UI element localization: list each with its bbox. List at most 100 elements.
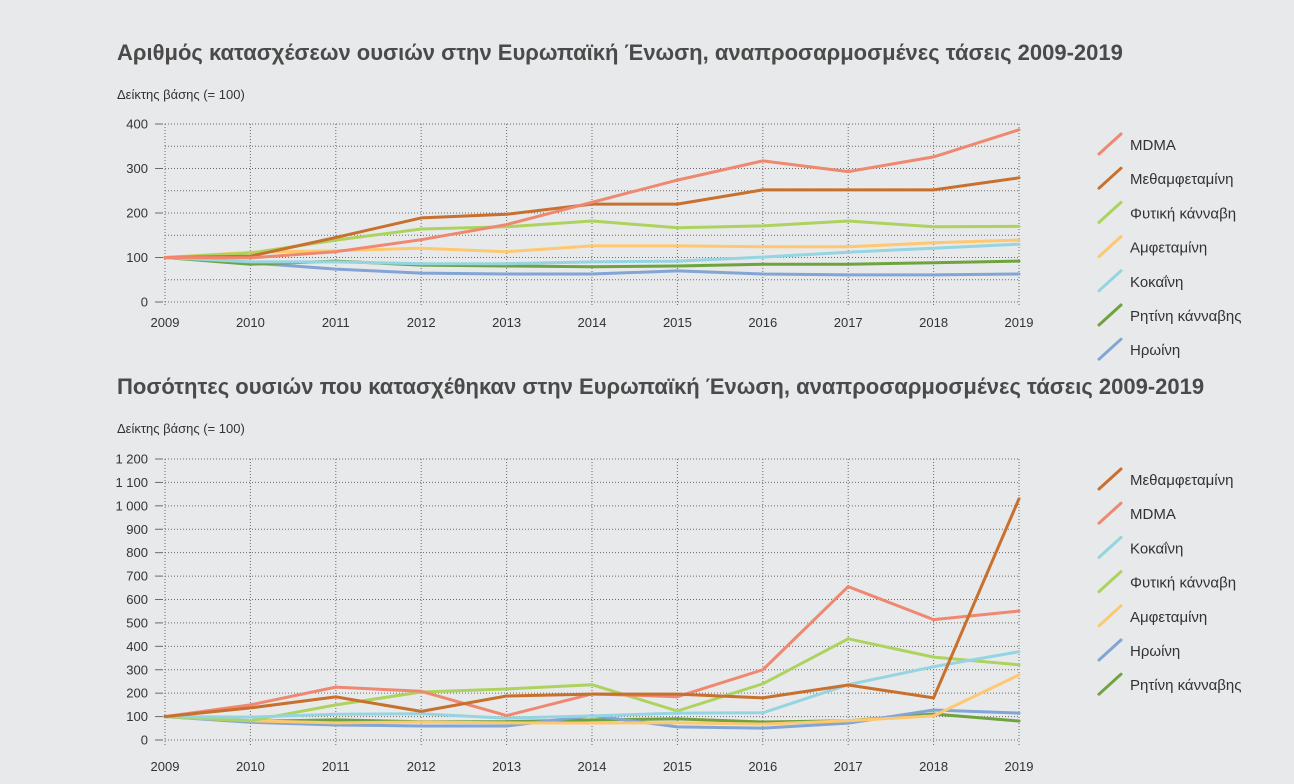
x-tick-label: 2015 (663, 759, 692, 774)
series-line-cocaine (163, 242, 1021, 266)
legend-swatch (1097, 166, 1123, 190)
seized-quantities-plot: 0 100 200 300 400 500 600 700 800 900 1 000 1 100 1 … (115, 452, 1241, 775)
x-tick-label: 2018 (919, 315, 948, 330)
x-tick-label: 2019 (1005, 315, 1034, 330)
x-tick-label: 2013 (492, 759, 521, 774)
legend-item-mdma: MDMA (1097, 132, 1176, 156)
series-line-methamphetamine (163, 497, 1021, 719)
y-axis-label: Δείκτης βάσης (= 100) (117, 87, 245, 102)
legend-label: Κοκαΐνη (1130, 540, 1183, 557)
series-line-amphetamine (163, 673, 1021, 726)
legend-item-heroin: Ηρωίνη (1097, 337, 1180, 361)
x-tick-label: 2012 (407, 315, 436, 330)
x-tick-label: 2012 (407, 759, 436, 774)
legend-label: Φυτική κάνναβη (1130, 205, 1236, 222)
series-line-mdma (163, 128, 1021, 260)
legend-label: Αμφεταμίνη (1130, 240, 1207, 257)
y-tick-label: 1 000 (115, 498, 148, 513)
x-tick-label: 2011 (322, 315, 350, 330)
x-tick-label: 2018 (919, 759, 948, 774)
legend-item-herbal-cannabis: Φυτική κάνναβη (1097, 570, 1236, 594)
legend-item-methamphetamine: Μεθαμφεταμίνη (1097, 467, 1233, 491)
legend-swatch (1097, 672, 1123, 696)
legend: Μεθαμφεταμίνη MDMA Κοκαΐνη Φυτική κάνναβη Αμ… (1097, 467, 1241, 696)
legend: MDMA Μεθαμφεταμίνη Φυτική κάνναβη Αμφεταμίν… (1097, 132, 1241, 361)
x-tick-label: 2010 (236, 759, 265, 774)
legend-swatch (1097, 303, 1123, 327)
x-tick-label: 2017 (834, 759, 863, 774)
x-tick-label: 2016 (748, 759, 777, 774)
chart-title: Ποσότητες ουσιών που κατασχέθηκαν στην Ε… (117, 374, 1205, 399)
legend-item-mdma: MDMA (1097, 501, 1176, 525)
legend-label: MDMA (1130, 506, 1176, 523)
gridlines (164, 123, 1020, 307)
y-tick-label: 100 (126, 250, 148, 265)
legend-swatch (1097, 535, 1123, 559)
y-tick-label: 600 (126, 592, 148, 607)
y-tick-label: 100 (126, 709, 148, 724)
y-tick-label: 400 (126, 639, 148, 654)
chart-title: Αριθμός κατασχέσεων ουσιών στην Ευρωπαϊκ… (117, 40, 1123, 65)
legend-item-cocaine: Κοκαΐνη (1097, 269, 1183, 293)
y-tick-label: 900 (126, 522, 148, 537)
x-tick-label: 2017 (834, 315, 863, 330)
series-line-herbal-cannabis (163, 637, 1021, 723)
x-axis: 2009 2010 2011 2012 2013 2014 2015 2016 2017 2018… (151, 315, 1034, 330)
y-tick-label: 200 (126, 686, 148, 701)
y-axis: 0 100 200 300 400 (126, 117, 163, 310)
y-tick-label: 800 (126, 545, 148, 560)
x-tick-label: 2013 (492, 315, 521, 330)
series-line-heroin (163, 256, 1021, 277)
legend-swatch (1097, 337, 1123, 361)
legend-label: Μεθαμφεταμίνη (1130, 472, 1233, 489)
y-tick-label: 1 200 (115, 452, 148, 467)
y-tick-label: 400 (126, 117, 148, 132)
x-tick-label: 2009 (151, 315, 180, 330)
legend-item-cannabis-resin: Ρητίνη κάνναβης (1097, 303, 1241, 327)
y-tick-label: 0 (141, 295, 148, 310)
y-tick-label: 300 (126, 662, 148, 677)
y-axis-label: Δείκτης βάσης (= 100) (117, 421, 245, 436)
legend-label: Ρητίνη κάνναβης (1130, 677, 1241, 694)
x-tick-label: 2019 (1005, 759, 1034, 774)
legend-swatch (1097, 501, 1123, 525)
series-lines (163, 128, 1021, 277)
legend-swatch (1097, 467, 1123, 491)
legend-label: Κοκαΐνη (1130, 274, 1183, 291)
x-axis: 2009 2010 2011 2012 2013 2014 2015 2016 2017 2018… (151, 759, 1034, 774)
legend-item-cannabis-resin: Ρητίνη κάνναβης (1097, 672, 1241, 696)
y-tick-label: 700 (126, 569, 148, 584)
legend-item-methamphetamine: Μεθαμφεταμίνη (1097, 166, 1233, 190)
legend-swatch (1097, 638, 1123, 662)
legend-label: Ηρωίνη (1130, 643, 1180, 660)
legend-label: Αμφεταμίνη (1130, 609, 1207, 626)
legend-item-cocaine: Κοκαΐνη (1097, 535, 1183, 559)
legend-label: Μεθαμφεταμίνη (1130, 171, 1233, 188)
legend-label: Φυτική κάνναβη (1130, 575, 1236, 592)
series-lines (163, 497, 1021, 730)
legend-swatch (1097, 604, 1123, 628)
x-tick-label: 2016 (748, 315, 777, 330)
y-tick-label: 1 100 (115, 475, 148, 490)
y-tick-label: 200 (126, 206, 148, 221)
x-tick-label: 2011 (322, 759, 350, 774)
legend-swatch (1097, 132, 1123, 156)
series-line-cocaine (163, 650, 1021, 720)
series-line-amphetamine (163, 238, 1021, 259)
y-tick-label: 0 (141, 733, 148, 748)
x-tick-label: 2014 (578, 759, 607, 774)
y-tick-label: 300 (126, 161, 148, 176)
x-tick-label: 2009 (151, 759, 180, 774)
x-tick-label: 2010 (236, 315, 265, 330)
series-line-methamphetamine (163, 176, 1021, 259)
y-tick-label: 500 (126, 615, 148, 630)
legend-item-herbal-cannabis: Φυτική κάνναβη (1097, 200, 1236, 224)
legend-item-amphetamine: Αμφεταμίνη (1097, 235, 1207, 259)
x-tick-label: 2015 (663, 315, 692, 330)
y-axis: 0 100 200 300 400 500 600 700 800 900 1 000 1 100 1 … (115, 452, 163, 748)
legend-swatch (1097, 269, 1123, 293)
legend-swatch (1097, 570, 1123, 594)
seizures-count-plot: 0 100 200 300 400 2009 2010 2011 2012 2013 2014 201… (126, 117, 1241, 361)
